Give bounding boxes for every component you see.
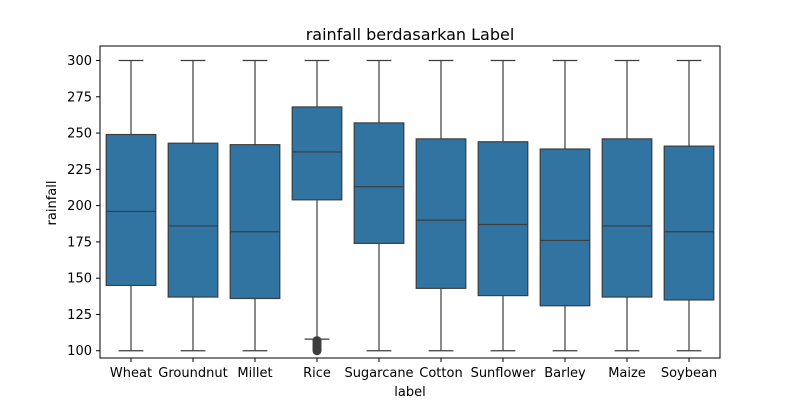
x-tick-label: Wheat [110,366,152,381]
x-tick-label: Cotton [419,366,462,381]
x-tick-label: Sugarcane [344,366,413,381]
y-axis-label: rainfall [45,181,60,226]
x-tick-label: Millet [237,366,272,381]
box-group-wheat [105,59,157,352]
y-tick-label: 300 [67,54,92,69]
plot-area [99,45,721,359]
box-iqr [415,138,467,289]
x-tick-label: Soybean [661,366,717,381]
box-iqr [291,106,343,201]
y-tick-label: 100 [67,344,92,359]
box-group-cotton [415,59,467,352]
box-group-maize [601,59,653,352]
x-tick-label: Groundnut [158,366,227,381]
x-tick-label: Barley [544,366,586,381]
box-iqr [663,145,715,301]
x-axis: Wheat Groundnut Millet Rice Sugarcane Cotton S… [110,358,717,381]
box-group-barley [539,59,591,352]
box-iqr [477,141,529,297]
box-group-millet [229,59,281,352]
box-group-soybean [663,59,715,352]
box-group-rice [291,59,343,356]
y-tick-label: 200 [67,199,92,214]
box-group-sunflower [477,59,529,352]
y-axis: 100 125 150 175 200 225 250 275 300 [67,54,100,359]
box-iqr [601,138,653,298]
outlier-point [312,346,322,356]
y-tick-label: 225 [67,163,92,178]
y-tick-label: 175 [67,235,92,250]
box-iqr [229,144,281,300]
x-axis-label: label [394,385,425,400]
box-iqr [353,122,405,244]
y-tick-label: 250 [67,127,92,142]
x-tick-label: Maize [608,366,646,381]
box-iqr [539,148,591,307]
plot-frame [99,45,721,359]
y-tick-label: 275 [67,90,92,105]
x-tick-label: Rice [303,366,331,381]
x-tick-label: Sunflower [471,366,537,381]
box-group-sugarcane [353,59,405,352]
box-iqr [105,133,157,287]
y-tick-label: 125 [67,308,92,323]
y-tick-label: 150 [67,272,92,287]
chart-title: rainfall berdasarkan Label [306,25,515,44]
box-iqr [167,142,219,298]
box-group-groundnut [167,59,219,352]
